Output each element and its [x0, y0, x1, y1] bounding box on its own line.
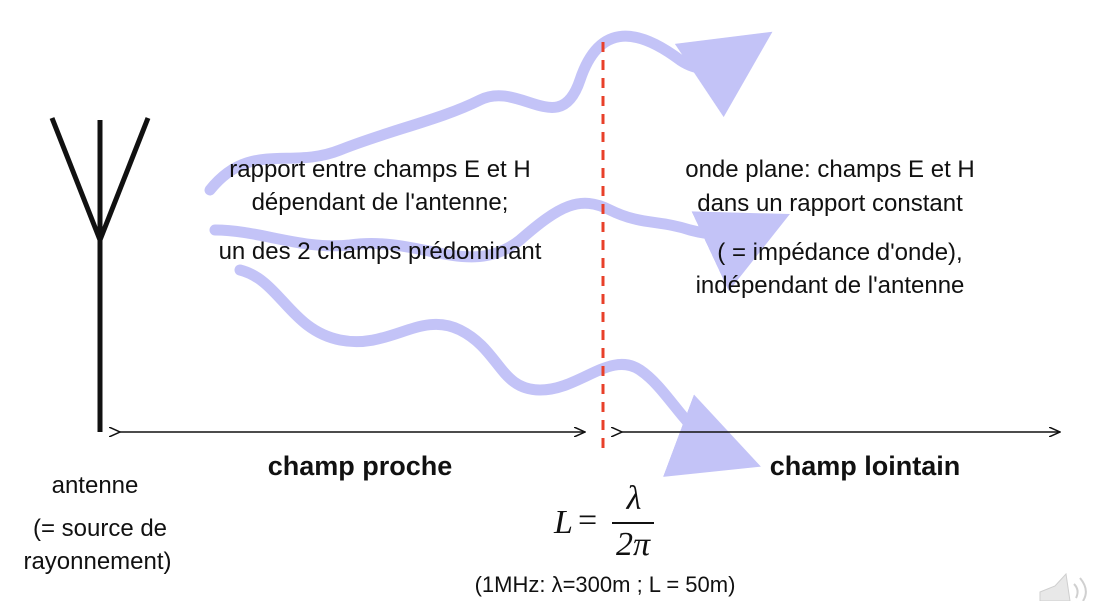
antenna-label: antenne [20, 471, 170, 501]
formula-numerator: λ [616, 480, 652, 518]
formula-example: (1MHz: λ=300m ; L = 50m) [420, 571, 790, 599]
antenna-note-line1: (= source de [10, 514, 190, 544]
far-field-line1: onde plane: champs E et H [630, 155, 1030, 185]
far-field-label: champ lointain [710, 451, 1020, 481]
near-field-line2: dépendant de l'antenne; [180, 188, 580, 218]
formula-denominator: 2π [610, 526, 656, 564]
formula-fraction-bar [612, 522, 654, 524]
far-field-line3: ( = impédance d'onde), [640, 238, 1040, 268]
far-field-line2: dans un rapport constant [630, 189, 1030, 219]
near-field-line1: rapport entre champs E et H [180, 155, 580, 185]
formula: L = λ 2π [554, 500, 654, 568]
speaker-icon[interactable] [1040, 574, 1086, 601]
antenna-icon [52, 118, 148, 432]
formula-equals: = [578, 502, 597, 540]
near-field-line3: un des 2 champs prédominant [180, 237, 580, 267]
formula-lhs: L [554, 504, 573, 542]
antenna-note-line2: rayonnement) [0, 547, 195, 577]
far-field-line4: indépendant de l'antenne [630, 271, 1030, 301]
near-field-label: champ proche [210, 451, 510, 481]
